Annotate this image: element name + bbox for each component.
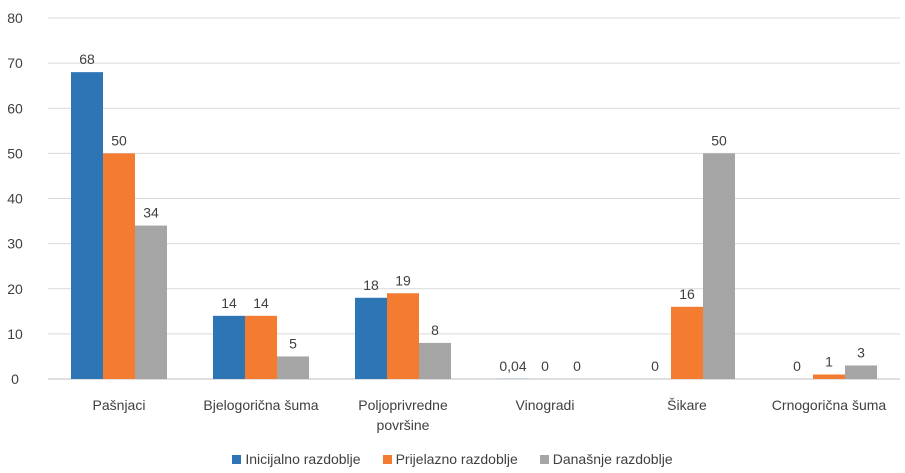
x-tick-label: Bjelogorična šuma xyxy=(203,397,318,413)
data-label: 3 xyxy=(857,344,865,360)
legend: Inicijalno razdoblje Prijelazno razdoblj… xyxy=(0,451,905,467)
x-tick-label: Šikare xyxy=(667,397,707,413)
y-tick-label: 0 xyxy=(11,371,19,387)
x-tick-label: Crnogorična šuma xyxy=(772,397,887,413)
data-label: 68 xyxy=(79,51,95,67)
y-tick-label: 10 xyxy=(7,326,23,342)
bar xyxy=(703,153,735,379)
bar xyxy=(277,356,309,379)
bar xyxy=(845,365,877,379)
y-tick-label: 40 xyxy=(7,191,23,207)
legend-swatch xyxy=(232,454,242,464)
data-label: 0 xyxy=(651,358,659,374)
data-label: 0,04 xyxy=(499,358,526,374)
legend-label: Inicijalno razdoblje xyxy=(245,451,361,467)
legend-item-prijelazno: Prijelazno razdoblje xyxy=(382,451,518,467)
data-label: 18 xyxy=(363,277,379,293)
bar xyxy=(71,72,103,380)
x-tick-label: Poljoprivredne xyxy=(358,397,448,413)
y-tick-label: 20 xyxy=(7,281,23,297)
x-tick-label: Pašnjaci xyxy=(93,397,146,413)
bar xyxy=(103,153,135,379)
bar xyxy=(245,315,277,379)
data-label: 50 xyxy=(111,132,127,148)
data-label: 1 xyxy=(825,353,833,369)
y-tick-label: 30 xyxy=(7,236,23,252)
y-tick-label: 50 xyxy=(7,145,23,161)
legend-label: Prijelazno razdoblje xyxy=(395,451,518,467)
data-label: 0 xyxy=(573,358,581,374)
data-label: 14 xyxy=(221,295,237,311)
data-label: 19 xyxy=(395,272,411,288)
x-tick-label: Vinogradi xyxy=(516,397,575,413)
data-label: 34 xyxy=(143,205,159,221)
data-label: 5 xyxy=(289,335,297,351)
data-label: 50 xyxy=(711,132,727,148)
data-label: 16 xyxy=(679,286,695,302)
y-tick-label: 60 xyxy=(7,100,23,116)
bar xyxy=(671,306,703,379)
y-tick-label: 70 xyxy=(7,55,23,71)
bar xyxy=(135,225,167,379)
legend-label: Današnje razdoblje xyxy=(552,451,673,467)
legend-item-danasnje: Današnje razdoblje xyxy=(539,451,673,467)
data-label: 8 xyxy=(431,322,439,338)
data-label: 0 xyxy=(541,358,549,374)
data-label: 0 xyxy=(793,358,801,374)
legend-swatch xyxy=(382,454,392,464)
data-label: 14 xyxy=(253,295,269,311)
bar xyxy=(419,342,451,379)
bar xyxy=(355,297,387,379)
x-tick-label: površine xyxy=(377,417,430,433)
bar xyxy=(813,374,845,379)
legend-item-inicijalno: Inicijalno razdoblje xyxy=(232,451,361,467)
bar xyxy=(387,293,419,379)
y-tick-label: 80 xyxy=(7,10,23,26)
bar xyxy=(213,315,245,379)
legend-swatch xyxy=(539,454,549,464)
